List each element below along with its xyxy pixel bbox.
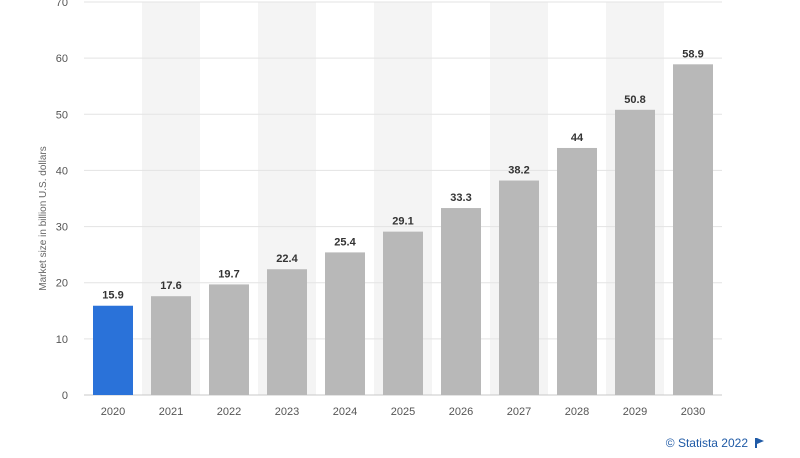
data-label: 58.9 bbox=[682, 48, 703, 60]
statista-credit[interactable]: © Statista 2022 bbox=[666, 436, 764, 450]
data-label: 38.2 bbox=[508, 165, 529, 177]
bars bbox=[93, 64, 713, 396]
data-label: 44 bbox=[571, 132, 584, 144]
flag-icon[interactable] bbox=[754, 438, 764, 448]
bar bbox=[267, 269, 307, 395]
data-label: 15.9 bbox=[102, 290, 123, 302]
y-axis-title: Market size in billion U.S. dollars bbox=[38, 146, 49, 291]
x-tick-label: 2025 bbox=[391, 406, 415, 418]
x-tick-label: 2029 bbox=[623, 406, 647, 418]
x-tick-label: 2024 bbox=[333, 406, 357, 418]
bar bbox=[383, 231, 423, 395]
data-label: 29.1 bbox=[392, 216, 413, 228]
y-tick-label: 40 bbox=[56, 165, 68, 177]
credit-text: © Statista 2022 bbox=[665, 436, 748, 450]
bar bbox=[557, 147, 597, 395]
x-tick-label: 2022 bbox=[217, 406, 241, 418]
data-label: 33.3 bbox=[450, 192, 471, 204]
y-tick-label: 70 bbox=[56, 0, 68, 9]
y-tick-label: 0 bbox=[62, 390, 68, 402]
y-tick-label: 50 bbox=[56, 109, 68, 121]
data-label: 19.7 bbox=[218, 268, 239, 280]
x-tick-label: 2023 bbox=[275, 406, 299, 418]
y-tick-label: 20 bbox=[56, 278, 68, 290]
x-axis-ticks: 2020 2021 2022 2023 2024 2025 2026 2027 2028 2029… bbox=[101, 406, 705, 418]
bar bbox=[209, 284, 249, 395]
bar bbox=[151, 296, 191, 395]
bar bbox=[615, 109, 655, 396]
data-label: 50.8 bbox=[624, 94, 645, 106]
value-labels: 15.9 17.6 19.7 22.4 25.4 29.1 33.3 38.2 44 50.8 58… bbox=[102, 48, 703, 301]
y-axis-ticks: 0 10 20 30 40 50 60 70 bbox=[56, 0, 68, 402]
x-tick-label: 2026 bbox=[449, 406, 473, 418]
y-tick-label: 10 bbox=[56, 334, 68, 346]
y-tick-label: 60 bbox=[56, 53, 68, 65]
bar bbox=[673, 64, 713, 395]
y-tick-label: 30 bbox=[56, 222, 68, 234]
bar bbox=[499, 180, 539, 395]
x-tick-label: 2021 bbox=[159, 406, 183, 418]
data-label: 22.4 bbox=[276, 253, 298, 265]
bar bbox=[325, 252, 365, 395]
data-label: 25.4 bbox=[334, 236, 356, 248]
data-label: 17.6 bbox=[160, 280, 181, 292]
x-tick-label: 2027 bbox=[507, 406, 531, 418]
bar bbox=[93, 305, 133, 395]
x-tick-label: 2020 bbox=[101, 406, 125, 418]
x-tick-label: 2028 bbox=[565, 406, 589, 418]
bar bbox=[441, 208, 481, 395]
x-tick-label: 2030 bbox=[681, 406, 705, 418]
